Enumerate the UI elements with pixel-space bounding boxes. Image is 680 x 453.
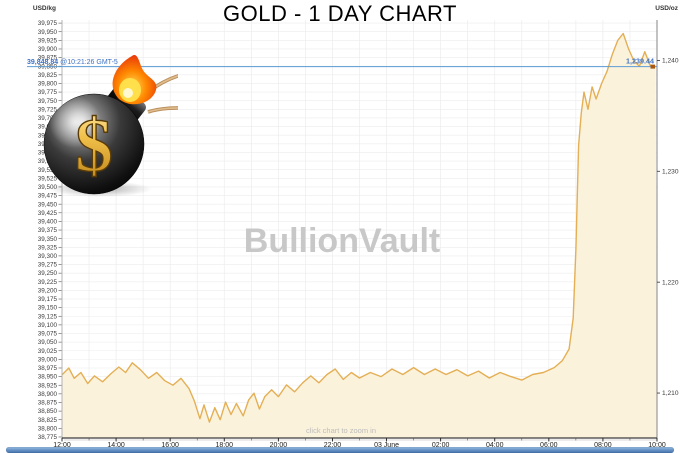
- y-axis-left-label: 39,250: [38, 270, 58, 277]
- y-axis-left-label: 38,800: [38, 425, 58, 432]
- y-axis-right-label: 1,240: [662, 58, 679, 65]
- x-axis-label: 08:00: [594, 442, 612, 449]
- y-axis-left-label: 39,200: [38, 287, 58, 294]
- price-area-fill: [62, 33, 657, 438]
- y-axis-left-label: 38,825: [38, 417, 58, 424]
- y-axis-left-label: 39,925: [38, 37, 58, 44]
- x-axis-label: 06:00: [540, 442, 558, 449]
- zoom-hint-text: click chart to zoom in: [306, 426, 376, 435]
- x-axis-label: 14:00: [107, 442, 125, 449]
- y-axis-left-label: 39,975: [38, 20, 58, 27]
- x-axis-label: 04:00: [486, 442, 504, 449]
- y-axis-left-label: 39,100: [38, 322, 58, 329]
- y-axis-left-label: 39,300: [38, 253, 58, 260]
- y-axis-left-label: 38,975: [38, 365, 58, 372]
- last-price-marker: [650, 64, 655, 69]
- y-axis-left-label: 39,000: [38, 356, 58, 363]
- y-axis-left-label: 39,075: [38, 331, 58, 338]
- price-series: [61, 32, 657, 438]
- last-price-label: 1,239.44: [626, 56, 654, 65]
- y-axis-left-label: 39,775: [38, 89, 58, 96]
- chart-title: GOLD - 1 DAY CHART: [223, 1, 457, 26]
- bomb-with-dollar-image: $: [28, 52, 232, 202]
- y-axis-left-label: 38,850: [38, 408, 58, 415]
- y-axis-left-label: 39,125: [38, 313, 58, 320]
- x-axis-label: 12:00: [53, 442, 71, 449]
- dollar-sign: $: [75, 104, 113, 188]
- y-axis-left-label: 38,950: [38, 374, 58, 381]
- y-axis-left-label: 39,475: [38, 193, 58, 200]
- y-axis-left-label: 39,450: [38, 201, 58, 208]
- bomb-illustration: $: [43, 55, 232, 197]
- x-axis-label: 10:00: [648, 442, 666, 449]
- left-axis-unit-label: USD/kg: [33, 5, 56, 12]
- session-price-label: 39,848.84 @10:21:26 GMT-5: [27, 59, 118, 66]
- y-axis-left-label: 39,350: [38, 236, 58, 243]
- y-axis-left-label: 39,425: [38, 210, 58, 217]
- y-axis-left-label: 38,925: [38, 382, 58, 389]
- x-axis-label: 22:00: [324, 442, 342, 449]
- y-axis-left-label: 39,175: [38, 296, 58, 303]
- y-axis-left-label: 39,700: [38, 115, 58, 122]
- y-axis-left-label: 39,375: [38, 227, 58, 234]
- y-axis-left-label: 39,275: [38, 262, 58, 269]
- time-range-scrollbar[interactable]: [6, 447, 674, 453]
- y-axis-right-label: 1,230: [662, 168, 679, 175]
- x-axis-label: 02:00: [432, 442, 450, 449]
- x-axis-label: 20:00: [270, 442, 288, 449]
- y-axis-left-label: 38,775: [38, 434, 58, 441]
- y-axis-left-label: 39,225: [38, 279, 58, 286]
- y-axis-left-label: 39,800: [38, 81, 58, 88]
- y-axis-left-label: 39,550: [38, 167, 58, 174]
- session-price-value: 39,848.84: [27, 59, 58, 66]
- x-axis-label: 18:00: [216, 442, 234, 449]
- y-axis-left-label: 39,050: [38, 339, 58, 346]
- y-axis-left-label: 39,500: [38, 184, 58, 191]
- y-axis-left-label: 39,825: [38, 72, 58, 79]
- x-axis-label: 03 June: [374, 442, 399, 449]
- watermark: BullionVault: [244, 222, 440, 260]
- price-line: [61, 32, 656, 423]
- y-axis-left-label: 39,525: [38, 175, 58, 182]
- y-axis-left-label: 38,875: [38, 400, 58, 407]
- y-axis-left-label: 39,950: [38, 29, 58, 36]
- y-axis-left-label: 39,150: [38, 305, 58, 312]
- y-axis-left-label: 39,025: [38, 348, 58, 355]
- flame-core: [123, 88, 133, 98]
- y-axis-left-label: 39,875: [38, 55, 58, 62]
- y-axis-right-label: 1,220: [662, 279, 679, 286]
- right-axis-unit-label: USD/oz: [655, 5, 679, 12]
- y-axis-left-label: 39,900: [38, 46, 58, 53]
- y-axis-right-label: 1,210: [662, 390, 679, 397]
- session-price-time: @10:21:26 GMT-5: [58, 59, 118, 66]
- x-axis-label: 16:00: [161, 442, 179, 449]
- y-axis-left-label: 39,400: [38, 219, 58, 226]
- y-axis-left-label: 38,900: [38, 391, 58, 398]
- bomb-gloss: [49, 96, 101, 148]
- y-axis-left-label: 39,750: [38, 98, 58, 105]
- y-axis-left-label: 39,725: [38, 106, 58, 113]
- y-axis-left-label: 39,325: [38, 244, 58, 251]
